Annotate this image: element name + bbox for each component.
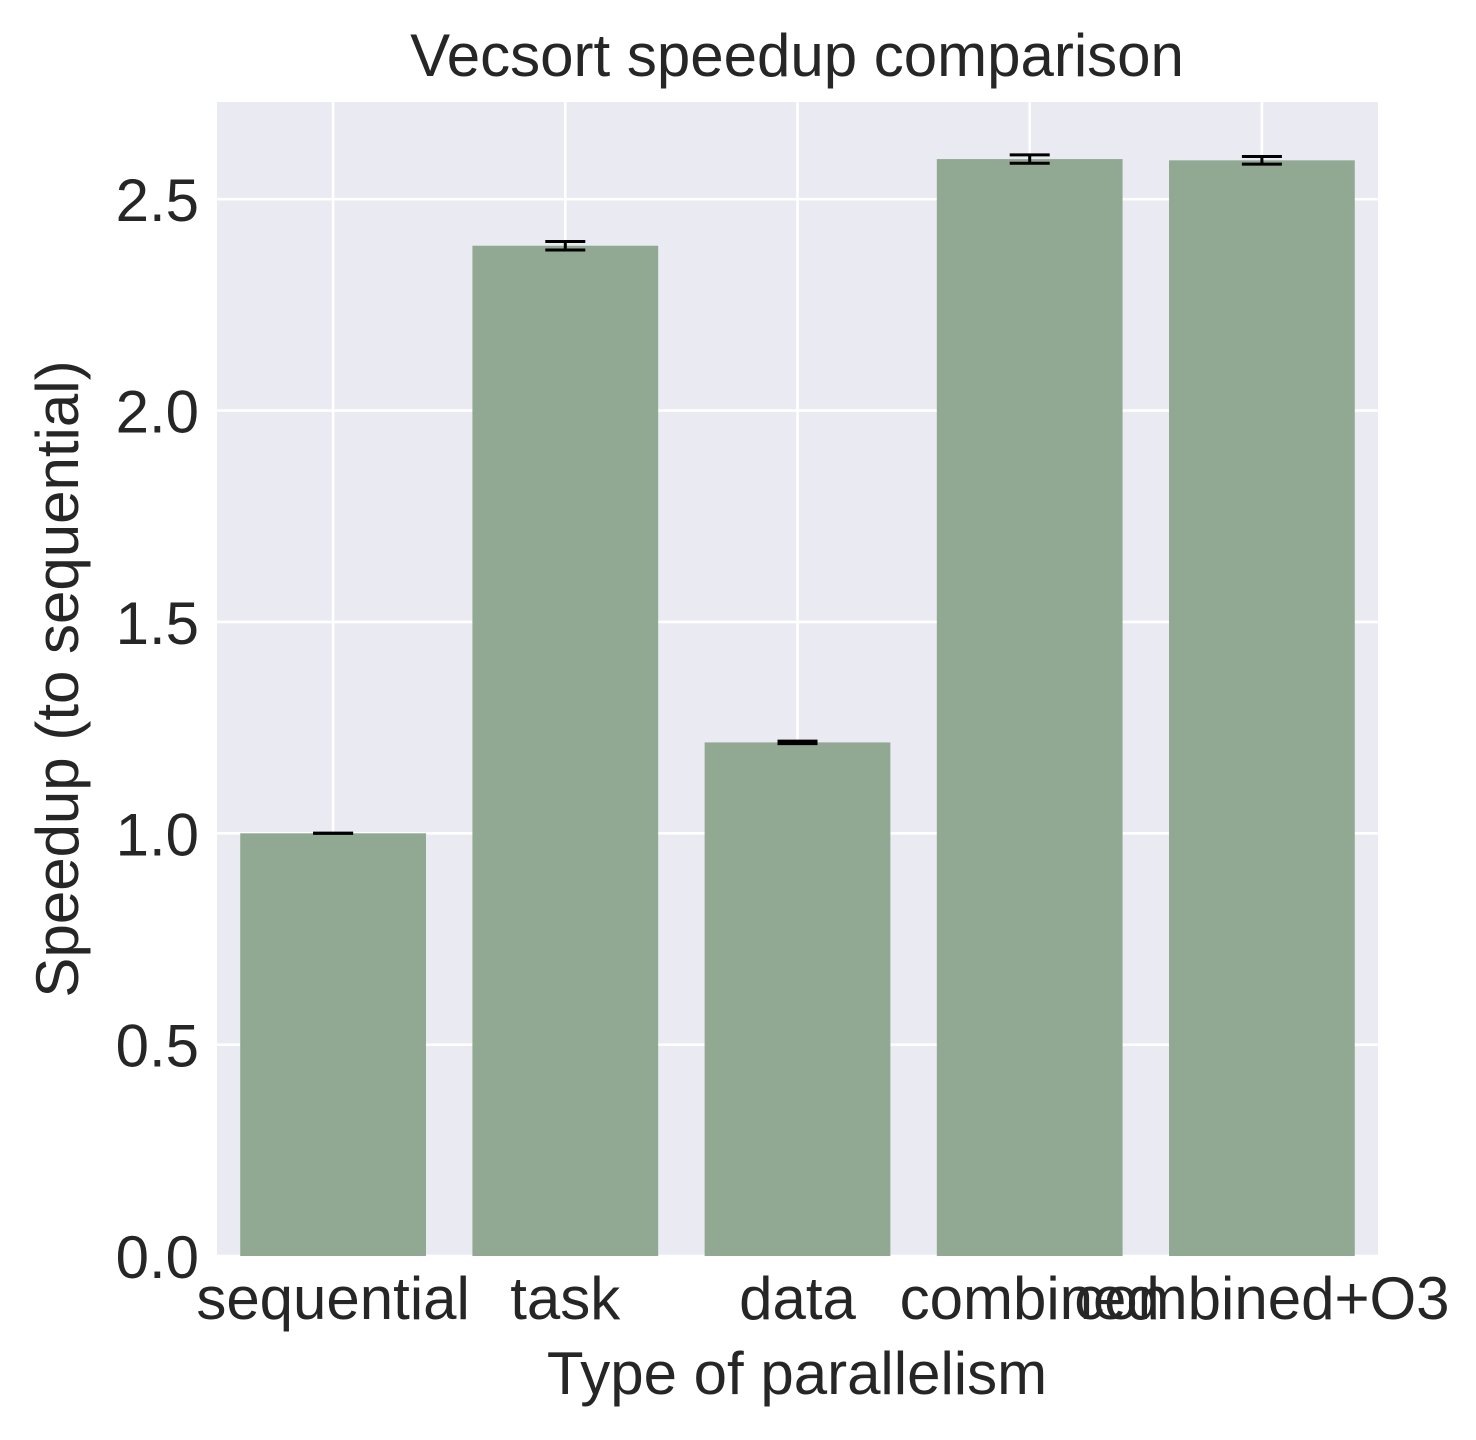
x-tick-label: sequential [196,1265,470,1332]
y-tick-label: 2.5 [116,167,199,234]
error-bar [1241,155,1282,166]
y-tick-label: 0.0 [116,1224,199,1291]
x-axis-label: Type of parallelism [547,1340,1047,1407]
error-bar [545,239,586,252]
y-tick-label: 2.0 [116,379,199,446]
bar-combined [936,159,1123,1257]
bar-combined-o3 [1169,160,1355,1256]
bar-data [704,742,891,1256]
x-tick-label: combined [900,1265,1160,1332]
chart-title: Vecsort speedup comparison [410,22,1184,89]
x-tick-label: data [739,1265,856,1332]
x-tick-label: task [510,1265,621,1332]
error-bar [1009,153,1050,165]
error-bars [313,153,1282,835]
bars [240,159,1355,1257]
y-tick-label: 1.5 [116,590,199,657]
y-tick-label: 1.0 [116,801,199,868]
bar-task [472,245,659,1256]
y-axis-label: Speedup (to sequential) [24,360,91,997]
x-tick-label: combined+O3 [1074,1265,1449,1332]
y-tick-labels: 0.0 0.5 1.0 1.5 2.0 2.5 [116,167,199,1291]
y-tick-label: 0.5 [116,1013,199,1080]
bar-sequential [240,833,426,1256]
error-bar [777,739,818,746]
